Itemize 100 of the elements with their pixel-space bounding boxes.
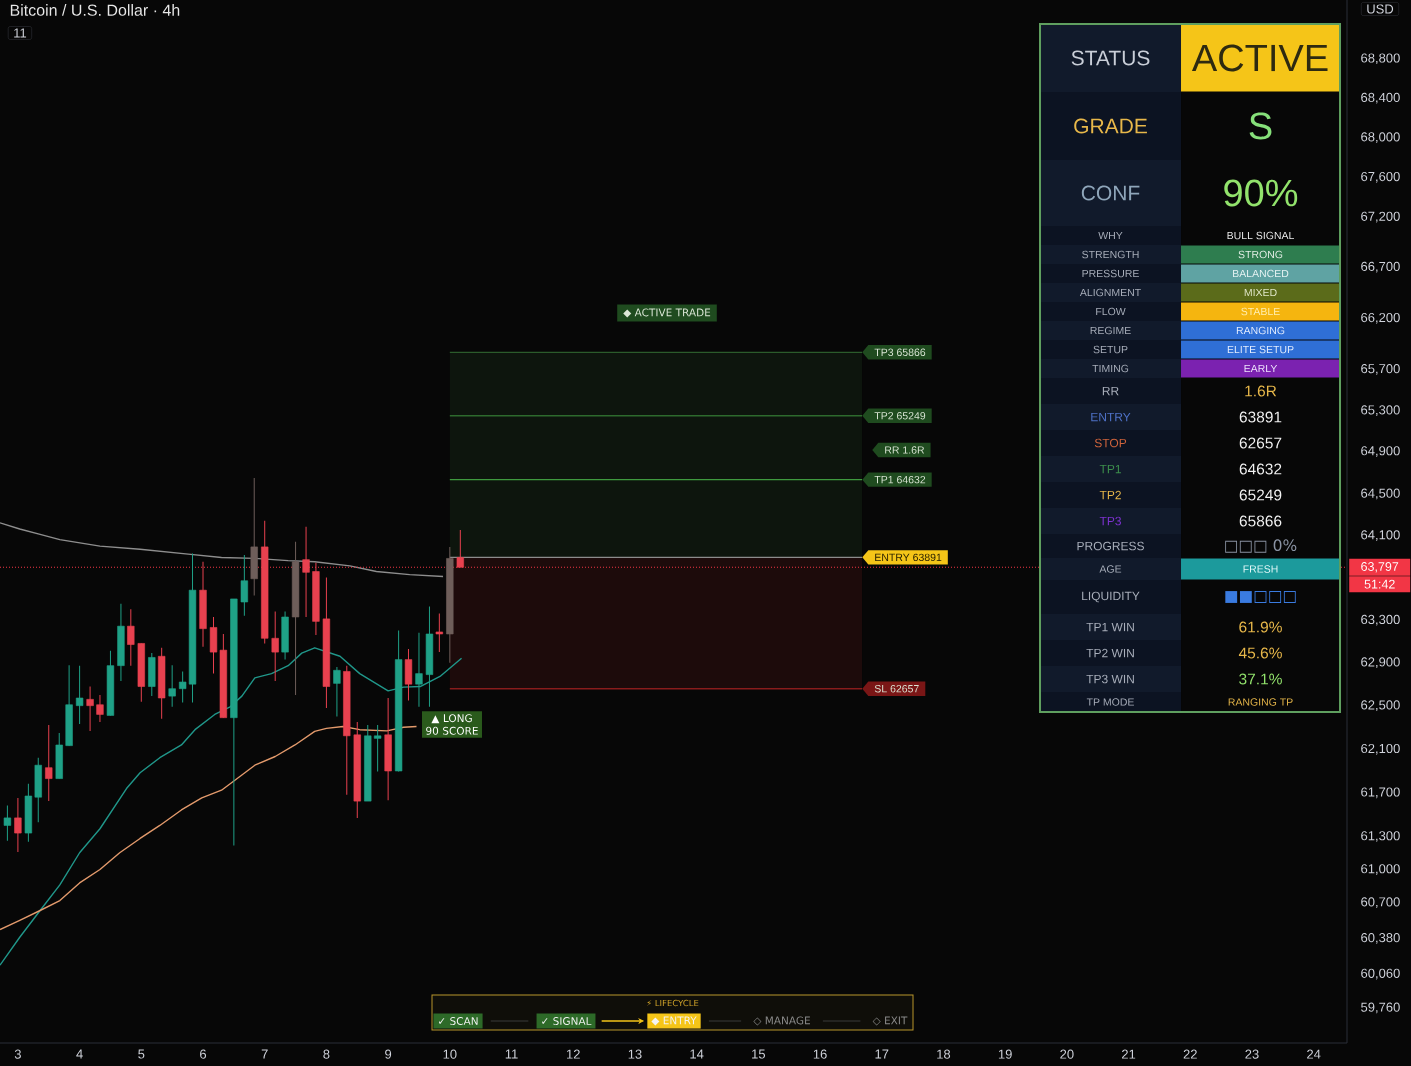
- text: USD: [1367, 4, 1394, 14]
- category-label: ALIGNMENT: [1079, 288, 1141, 297]
- category-label: RR: [1102, 386, 1119, 396]
- candlestick: [14, 797, 22, 853]
- annotation: 11: [14, 28, 27, 38]
- x-tick-label: 22: [1183, 1049, 1197, 1059]
- text: 65866: [1239, 515, 1282, 527]
- text: 62657: [1239, 437, 1282, 449]
- text: STABLE: [1241, 307, 1280, 316]
- y-tick-label: 60,380: [1361, 933, 1400, 944]
- data-label: TP3 65866: [874, 348, 926, 357]
- line-series: [0, 725, 418, 931]
- x-tick-label: 16: [813, 1049, 827, 1059]
- data-label: TP2 65249: [874, 412, 926, 420]
- y-tick-label: 64,500: [1361, 488, 1400, 500]
- y-tick-label: 60,700: [1361, 897, 1400, 908]
- category-label: CONF: [1081, 185, 1140, 201]
- x-tick-label: 8: [323, 1049, 330, 1059]
- text: 37.1%: [1239, 673, 1282, 685]
- chart-title: Bitcoin / U.S. Dollar · 4h: [10, 4, 180, 16]
- category-label: STOP: [1094, 438, 1127, 448]
- text: S: [1249, 112, 1272, 140]
- candlestick: [373, 724, 382, 773]
- category-label: PRESSURE: [1082, 269, 1139, 278]
- y-tick-label: 65,700: [1361, 364, 1400, 375]
- category-label: TP2 WIN: [1086, 648, 1134, 658]
- y-tick-label: 68,000: [1361, 132, 1400, 143]
- text: 45.6%: [1238, 647, 1282, 659]
- category-label: TP1 WIN: [1086, 622, 1134, 632]
- y-tick-label: 62,900: [1361, 657, 1400, 669]
- category-label: AGE: [1099, 565, 1122, 573]
- x-tick-label: 14: [690, 1049, 704, 1059]
- text: 90%: [1224, 179, 1298, 207]
- category-label: WHY: [1098, 231, 1123, 240]
- text: 63891: [1239, 411, 1282, 423]
- text: MIXED: [1244, 288, 1277, 297]
- y-tick-label: 64,900: [1361, 446, 1400, 457]
- x-tick-label: 18: [937, 1049, 951, 1059]
- y-tick-label: 66,700: [1361, 261, 1400, 273]
- text: 61.9%: [1239, 621, 1282, 633]
- x-tick-label: 19: [998, 1049, 1012, 1059]
- ref-line-label: 63,797: [1361, 562, 1399, 573]
- text: BULL SIGNAL: [1227, 231, 1294, 240]
- x-tick-label: 4: [76, 1049, 83, 1059]
- x-tick-label: 15: [752, 1049, 766, 1059]
- text: ACTIVE: [1191, 44, 1328, 72]
- annotation: RR 1.6R: [885, 446, 925, 454]
- candlestick: [75, 665, 84, 725]
- category-label: LIQUIDITY: [1082, 591, 1140, 603]
- y-tick-label: 64,100: [1361, 530, 1400, 541]
- candlestick: [435, 613, 443, 653]
- y-tick-label: 61,300: [1361, 831, 1400, 842]
- category-label: FLOW: [1096, 307, 1126, 316]
- category-label: TP MODE: [1086, 698, 1134, 706]
- y-tick-label: 60,060: [1361, 968, 1400, 980]
- text: ⚡ LIFECYCLE: [646, 999, 699, 1007]
- line-series: [0, 522, 444, 578]
- x-tick-label: 3: [14, 1049, 21, 1059]
- y-tick-label: 62,100: [1361, 743, 1400, 755]
- x-tick-label: 24: [1307, 1049, 1321, 1059]
- candlestick: [96, 694, 104, 723]
- candlestick: [178, 670, 187, 703]
- text: EARLY: [1244, 364, 1278, 373]
- category-label: PROGRESS: [1077, 541, 1144, 551]
- text: 1.6R: [1245, 385, 1277, 397]
- y-tick-label: 67,200: [1361, 211, 1400, 223]
- category-label: GRADE: [1074, 118, 1147, 134]
- x-tick-label: 21: [1122, 1049, 1136, 1059]
- category-label: ◆ ENTRY: [651, 1016, 697, 1026]
- annotation: ◆ ACTIVE TRADE: [623, 308, 711, 318]
- text: ELITE SETUP: [1227, 345, 1294, 354]
- data-label: ENTRY 63891: [875, 553, 942, 562]
- y-tick-label: 63,300: [1361, 614, 1400, 626]
- candlestick: [333, 666, 341, 717]
- text: FRESH: [1243, 565, 1278, 573]
- candlestick: [3, 804, 12, 842]
- category-label: TP3 WIN: [1086, 674, 1134, 684]
- y-tick-label: 68,400: [1361, 92, 1400, 104]
- candlestick: [45, 724, 53, 802]
- category-label: TIMING: [1092, 364, 1129, 373]
- category-label: TP1: [1099, 464, 1121, 474]
- x-tick-label: 9: [385, 1049, 392, 1059]
- category-label: TP2: [1099, 490, 1121, 500]
- text: 64632: [1239, 463, 1282, 475]
- text: RANGING: [1236, 326, 1285, 335]
- candlestick: [271, 610, 279, 682]
- text: ■■□□□: [1225, 591, 1296, 603]
- candlestick: [168, 664, 176, 708]
- text: BALANCED: [1233, 269, 1289, 278]
- x-tick-label: 12: [566, 1049, 580, 1059]
- annotation: ▲ LONG 90 SCORE: [426, 714, 478, 735]
- category-label: REGIME: [1090, 326, 1131, 335]
- x-tick-label: 5: [138, 1049, 145, 1059]
- data-label: TP1 64632: [874, 475, 926, 484]
- y-tick-label: 62,500: [1361, 700, 1400, 712]
- category-label: TP3: [1099, 516, 1121, 526]
- category-label: ✓ SCAN: [438, 1017, 478, 1025]
- candlestick: [86, 686, 94, 732]
- y-tick-label: 65,300: [1361, 405, 1400, 416]
- category-label: ◇ EXIT: [872, 1016, 908, 1026]
